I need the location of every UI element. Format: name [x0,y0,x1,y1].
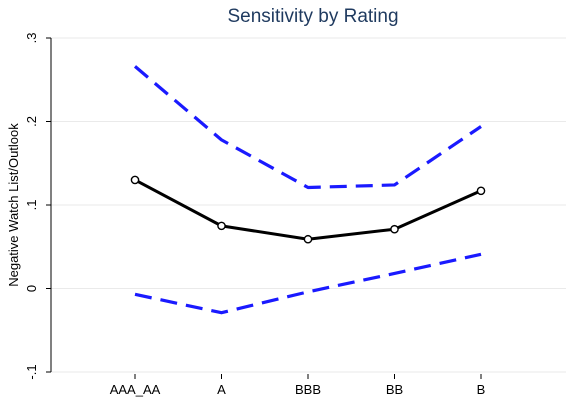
series-line-lower-ci [134,252,482,315]
series-point-estimate [390,224,399,234]
series [130,65,486,315]
y-tick-label: -.1 [24,364,39,379]
x-tick-label: BBB [295,382,321,397]
x-ticks: AAA_AA A BBB BB B [110,374,486,397]
y-tick-label: .3 [24,33,39,44]
series-point-estimate [476,186,486,196]
x-tick-label: AAA_AA [110,382,161,397]
series-line-upper-ci [133,65,482,190]
y-ticks: -.1 0 .1 .2 .3 [24,33,51,380]
series-point-estimate [303,234,313,244]
y-axis-title: Negative Watch List/Outlook [6,123,21,287]
series-point-estimate [130,175,140,185]
x-tick-label: BB [386,382,403,397]
y-tick-label: .2 [24,116,39,127]
series-point-estimate [217,221,226,231]
x-tick-label: A [217,382,226,397]
x-tick-label: B [477,382,486,397]
gridlines [51,37,566,373]
chart-title: Sensitivity by Rating [227,6,398,27]
y-tick-label: 0 [24,285,39,292]
y-tick-label: .1 [24,200,39,211]
